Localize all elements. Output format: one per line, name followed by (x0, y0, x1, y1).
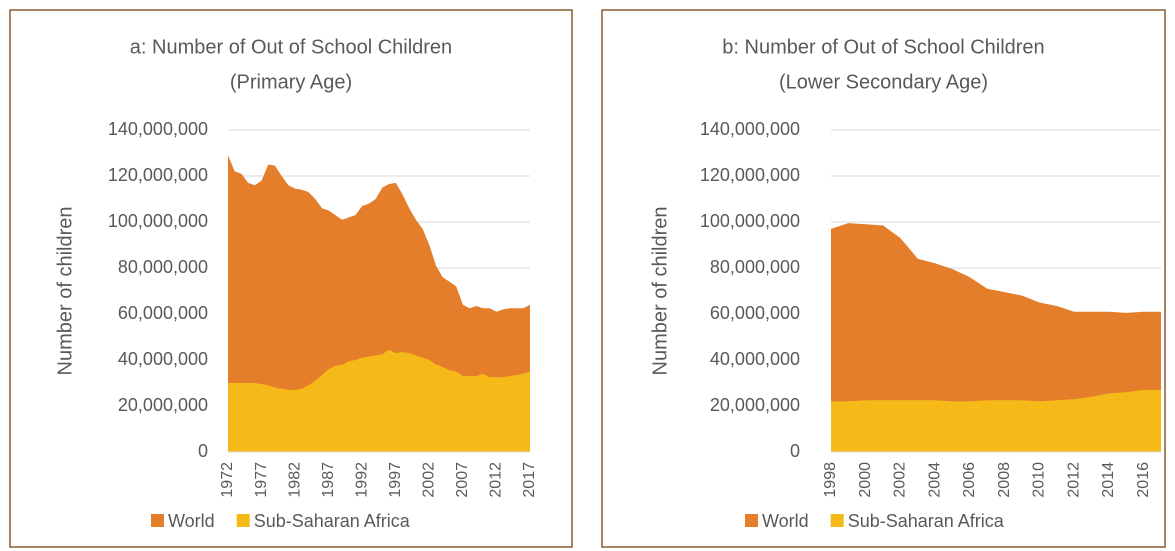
chart-subtitle: (Primary Age) (230, 71, 352, 93)
x-tick-label: 1997 (387, 462, 404, 498)
x-tick-label: 1992 (353, 462, 370, 498)
y-tick-label: 20,000,000 (118, 395, 208, 415)
chart-panel: a: Number of Out of School Children (Prim… (9, 9, 573, 548)
y-tick-label: 40,000,000 (710, 349, 800, 369)
x-tick-label: 2014 (1100, 462, 1117, 498)
chart-title: a: Number of Out of School Children (130, 36, 452, 58)
panel-border (601, 9, 1166, 548)
area (831, 223, 1161, 452)
legend-swatch (830, 514, 844, 527)
y-tick-label: 20,000,000 (710, 395, 800, 415)
x-tick-label: 2002 (421, 462, 438, 498)
x-tick-label: 2010 (1031, 462, 1048, 498)
chart-subtitle: (Lower Secondary Age) (779, 71, 988, 93)
y-axis-label: Number of children (649, 207, 671, 376)
area (228, 349, 530, 452)
y-axis-label: Number of children (54, 207, 76, 376)
x-tick-label: 1987 (320, 462, 337, 498)
x-tick-label: 2002 (892, 462, 909, 498)
legend-label: Sub-Saharan Africa (848, 511, 1005, 531)
y-tick-label: 120,000,000 (700, 165, 800, 185)
x-tick-label: 1982 (286, 462, 303, 498)
legend-label: World (762, 511, 809, 531)
y-tick-label: 60,000,000 (710, 303, 800, 323)
chart-title: b: Number of Out of School Children (722, 36, 1044, 58)
x-tick-label: 2006 (961, 462, 978, 498)
y-tick-label: 0 (790, 441, 800, 461)
x-tick-label: 2016 (1135, 462, 1152, 498)
legend-swatch (151, 514, 164, 527)
x-tick-label: 2008 (996, 462, 1013, 498)
y-tick-label: 60,000,000 (118, 303, 208, 323)
x-tick-label: 1998 (822, 462, 839, 498)
panel-border (9, 9, 573, 548)
y-tick-label: 100,000,000 (700, 211, 800, 231)
y-tick-label: 80,000,000 (710, 257, 800, 277)
y-tick-label: 100,000,000 (108, 211, 208, 231)
y-tick-label: 80,000,000 (118, 257, 208, 277)
y-tick-label: 140,000,000 (108, 119, 208, 139)
x-tick-label: 2012 (488, 462, 505, 498)
y-tick-label: 40,000,000 (118, 349, 208, 369)
chart-panel: b: Number of Out of School Children (Lowe… (601, 9, 1166, 548)
x-tick-label: 2012 (1065, 462, 1082, 498)
x-tick-label: 2017 (521, 462, 538, 498)
x-tick-label: 1972 (219, 462, 236, 498)
x-tick-label: 1977 (253, 462, 270, 498)
y-tick-label: 120,000,000 (108, 165, 208, 185)
x-tick-label: 2000 (857, 462, 874, 498)
legend-swatch (236, 514, 250, 527)
legend-label: Sub-Saharan Africa (254, 511, 411, 531)
area (831, 389, 1161, 452)
x-tick-label: 2007 (454, 462, 471, 498)
y-tick-label: 0 (198, 441, 208, 461)
legend-swatch (745, 514, 758, 527)
x-tick-label: 2004 (926, 462, 943, 498)
legend-label: World (168, 511, 215, 531)
y-tick-label: 140,000,000 (700, 119, 800, 139)
